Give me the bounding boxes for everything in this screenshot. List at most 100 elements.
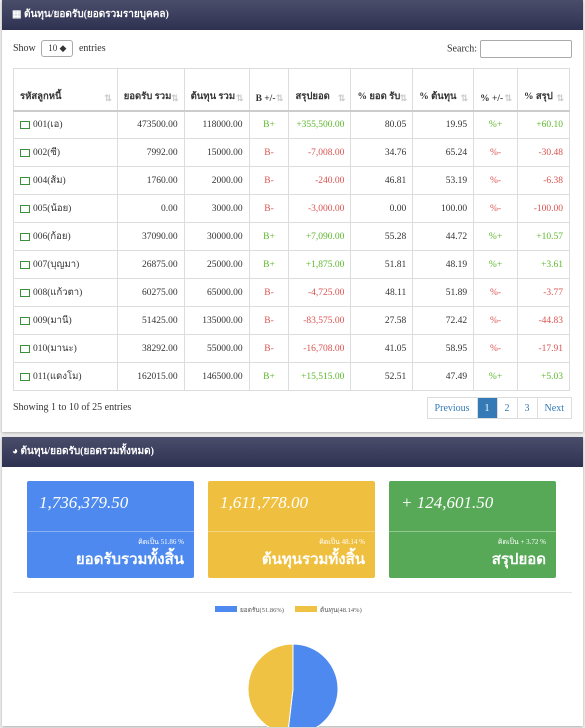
cell-text: %+ xyxy=(488,231,503,242)
cell-text: %+ xyxy=(488,119,503,130)
column-header[interactable]: รหัสลูกหนี้ xyxy=(13,68,118,112)
table-cell: 7992.00 xyxy=(116,138,185,167)
cell-text: 65.24 xyxy=(445,147,468,158)
card-amount: 1,611,778.00 xyxy=(220,493,308,512)
table-cell: 58.95 xyxy=(412,334,475,363)
cell-text: 007(บุญมา) xyxy=(33,260,80,270)
table-cell: 65.24 xyxy=(412,138,475,167)
table-cell: 473500.00 xyxy=(116,110,185,139)
cell-text: B- xyxy=(264,175,274,186)
table-cell: +7,090.00 xyxy=(288,222,352,251)
page-length-select[interactable]: 10 ◆ xyxy=(41,40,74,57)
row-icon xyxy=(20,316,30,325)
table-cell: B+ xyxy=(248,362,290,391)
legend-swatch xyxy=(215,606,237,612)
table-cell: %- xyxy=(473,278,518,307)
table-cell: 34.76 xyxy=(350,138,414,167)
table-cell: 53.19 xyxy=(412,166,475,195)
table-cell: %+ xyxy=(473,222,518,251)
cell-text: 0.00 xyxy=(389,203,407,214)
table-cell: B+ xyxy=(248,222,290,251)
table-cell: 146500.00 xyxy=(183,362,250,391)
card-sep xyxy=(389,531,556,532)
cell-text: 002(ซี) xyxy=(33,148,61,158)
cell-text: -16,708.00 xyxy=(303,343,345,354)
column-header[interactable]: % สรุป xyxy=(516,68,571,112)
table-row: 011(แดงโม) 162015.00 146500.00 B+ +15,515.00… xyxy=(13,362,571,391)
table-cell: 19.95 xyxy=(412,110,475,139)
cell-text: %- xyxy=(490,315,502,326)
page-button[interactable]: Next xyxy=(536,397,572,419)
table-cell: +15,515.00 xyxy=(288,362,352,391)
column-header[interactable]: % ยอด รับ xyxy=(350,68,414,112)
table-cell: +10.57 xyxy=(516,222,571,251)
card-label: สรุปยอด xyxy=(491,552,546,568)
column-header[interactable]: % +/- xyxy=(473,68,518,112)
table-cell: 0.00 xyxy=(116,194,185,223)
column-header[interactable]: B +/- xyxy=(248,68,290,112)
table-row: 005(น้อย) 0.00 3000.00 B- -3,000.00 0.00 100.0… xyxy=(13,194,571,223)
column-header[interactable]: % ต้นทุน xyxy=(412,68,475,112)
entries-label: entries xyxy=(78,43,106,54)
column-header[interactable]: ยอดรับ รวม xyxy=(116,68,185,112)
cell-text: B- xyxy=(264,287,274,298)
page-button[interactable]: 3 xyxy=(516,397,538,419)
cell-text: 51.89 xyxy=(445,287,468,298)
cell-text: -4,725.00 xyxy=(308,287,345,298)
cell-text: -240.00 xyxy=(315,175,345,186)
row-icon xyxy=(20,232,30,241)
cell-text: 001(เอ) xyxy=(33,120,63,131)
table-cell: 1760.00 xyxy=(116,166,185,195)
table-cell: 27.58 xyxy=(350,306,414,335)
pie-slice xyxy=(247,643,294,727)
search-control: Search: xyxy=(447,40,572,58)
card-percent: คิดเป็น 51.86 % xyxy=(138,538,184,546)
cell-text: 51425.00 xyxy=(142,315,178,326)
cell-text: 34.76 xyxy=(384,147,407,158)
cell-text: B+ xyxy=(263,119,275,130)
cell-text: 25000.00 xyxy=(206,259,243,270)
table-cell: -17.91 xyxy=(516,334,571,363)
row-icon xyxy=(20,121,30,130)
table-cell: 51425.00 xyxy=(116,306,185,335)
table-cell: 118000.00 xyxy=(183,110,250,139)
cell-text: B+ xyxy=(263,371,275,382)
table-cell: 52.51 xyxy=(350,362,414,391)
page-button[interactable]: 2 xyxy=(496,397,518,419)
column-header[interactable]: ต้นทุน รวม xyxy=(183,68,250,112)
page-button[interactable]: Previous xyxy=(426,397,478,419)
pie-chart: ยอดรับ(51.86%) ต้นทุน(48.14%) xyxy=(215,606,362,727)
table-cell: -44.83 xyxy=(516,306,571,335)
column-header[interactable]: สรุปยอด xyxy=(288,68,352,112)
cell-text: -30.48 xyxy=(538,147,563,158)
table-cell: 37090.00 xyxy=(116,222,185,251)
cell-text: 60275.00 xyxy=(142,287,178,298)
cell-text: 52.51 xyxy=(384,371,407,382)
cell-text: 38292.00 xyxy=(142,343,178,354)
table-cell: +3.61 xyxy=(516,250,571,279)
cell-text: 010(มานะ) xyxy=(33,344,77,354)
cell-text: 55000.00 xyxy=(206,343,243,354)
table-cell: B- xyxy=(248,138,290,167)
table-cell: 44.72 xyxy=(412,222,475,251)
table-cell: 3000.00 xyxy=(183,194,250,223)
table-cell: B- xyxy=(248,194,290,223)
table-cell: 30000.00 xyxy=(183,222,250,251)
cell-text: -44.83 xyxy=(538,315,563,326)
search-input[interactable] xyxy=(480,40,572,58)
table-cell: 26875.00 xyxy=(116,250,185,279)
cell-text: -3,000.00 xyxy=(308,203,345,214)
table-cell: 007(บุญมา) xyxy=(13,250,118,279)
card-label: ต้นทุนรวมทั้งสิ้น xyxy=(261,552,365,568)
row-icon xyxy=(20,148,30,157)
table-cell: 38292.00 xyxy=(116,334,185,363)
panel-header: ◕ ต้นทุน/ยอดรับ(ยอดรวมทั้งหมด) xyxy=(2,437,583,467)
summary-card: + 124,601.50 คิดเป็น + 3.72 % สรุปยอด xyxy=(389,481,556,578)
row-icon xyxy=(20,344,30,353)
table-row: 006(ก้อย) 37090.00 30000.00 B+ +7,090.00 55.2… xyxy=(13,222,571,251)
cell-text: %- xyxy=(490,343,502,354)
page-button[interactable]: 1 xyxy=(476,397,498,419)
cell-text: 51.81 xyxy=(384,259,407,270)
cell-text: +15,515.00 xyxy=(301,371,345,382)
table-cell: 135000.00 xyxy=(183,306,250,335)
